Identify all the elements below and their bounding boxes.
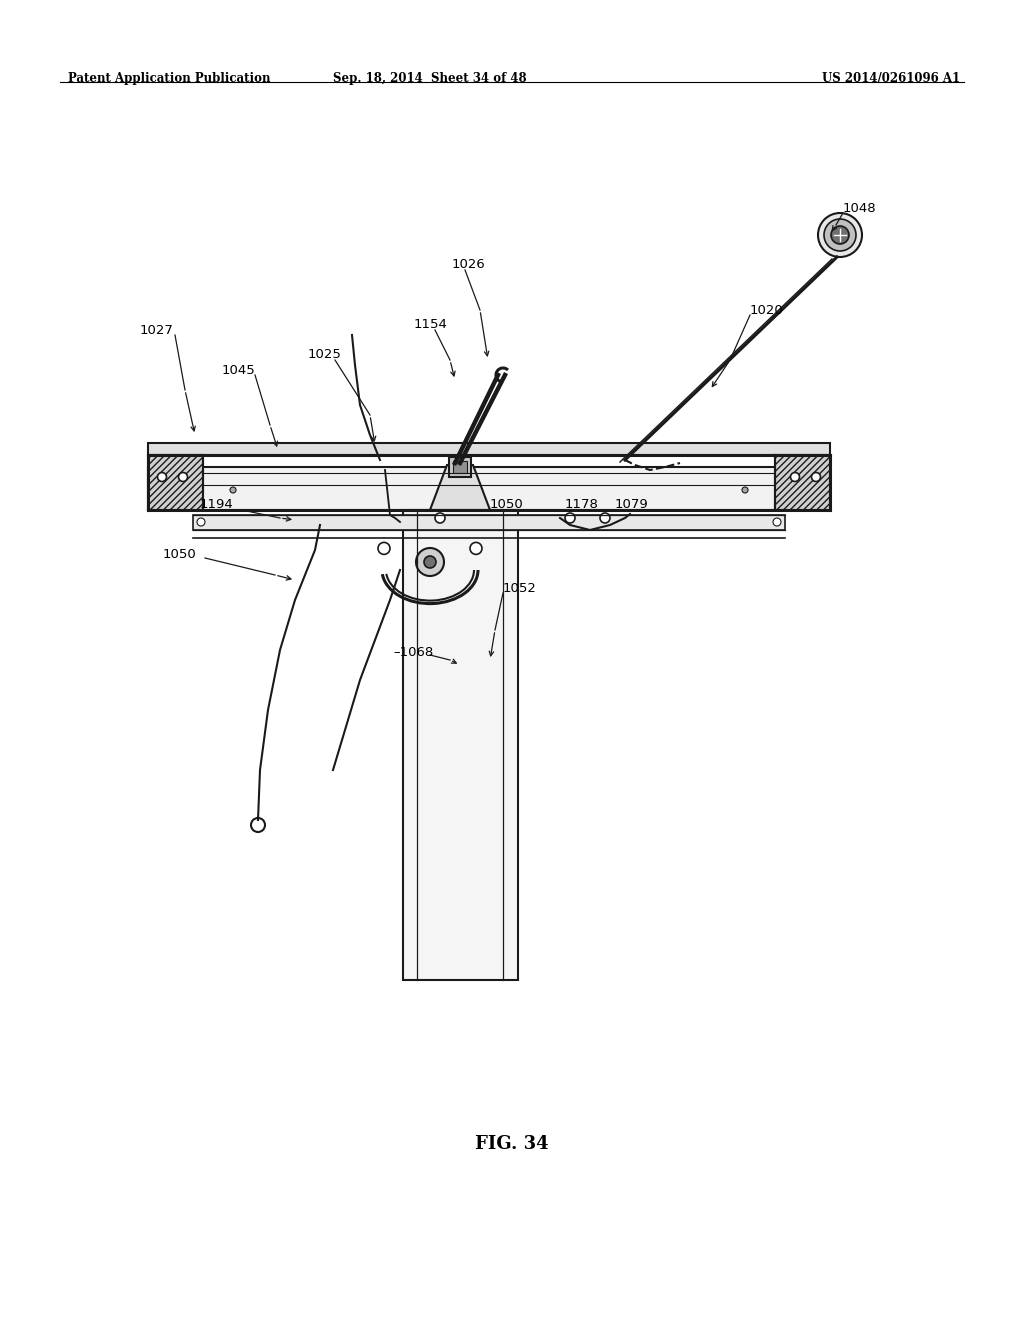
Circle shape [600,513,610,523]
Text: 1050: 1050 [490,499,523,511]
Circle shape [230,487,236,492]
Text: 1045: 1045 [222,363,256,376]
Circle shape [742,487,748,492]
Circle shape [378,543,390,554]
Circle shape [773,517,781,525]
Bar [148,455,203,510]
Text: 1026: 1026 [452,259,485,272]
Circle shape [158,473,167,482]
Circle shape [831,226,849,244]
Circle shape [178,473,187,482]
Bar [148,467,830,510]
Bar [193,515,785,531]
Circle shape [791,473,800,482]
Circle shape [416,548,444,576]
Circle shape [197,517,205,525]
Text: 1050: 1050 [163,549,197,561]
Text: 1079: 1079 [615,499,649,511]
Bar [449,457,471,477]
Circle shape [824,219,856,251]
Text: 1020: 1020 [750,304,783,317]
Text: 1052: 1052 [503,582,537,594]
Bar [775,455,830,510]
Circle shape [811,473,820,482]
Text: 1178: 1178 [565,499,599,511]
Bar [453,461,467,473]
Text: Sep. 18, 2014  Sheet 34 of 48: Sep. 18, 2014 Sheet 34 of 48 [333,73,526,84]
Circle shape [251,818,265,832]
Bar [148,444,830,455]
Text: 1048: 1048 [843,202,877,214]
Text: 1154: 1154 [414,318,447,331]
Circle shape [435,513,445,523]
Text: Patent Application Publication: Patent Application Publication [68,73,270,84]
Text: 1027: 1027 [140,323,174,337]
Circle shape [470,543,482,554]
Circle shape [565,513,575,523]
Text: 1194: 1194 [200,499,233,511]
Circle shape [818,213,862,257]
Polygon shape [430,465,490,510]
Text: –1068: –1068 [393,645,433,659]
Bar [403,510,518,979]
Circle shape [424,556,436,568]
Text: 1025: 1025 [308,348,342,362]
Text: US 2014/0261096 A1: US 2014/0261096 A1 [822,73,961,84]
Text: FIG. 34: FIG. 34 [475,1135,549,1152]
